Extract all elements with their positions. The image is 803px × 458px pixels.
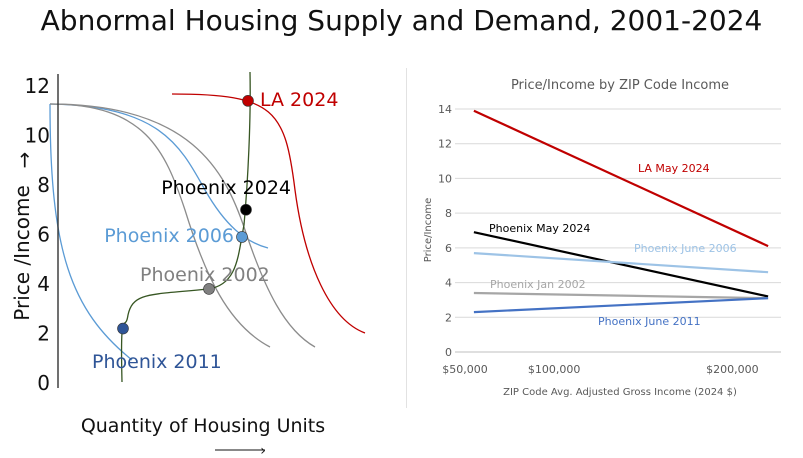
left-ytick-label: 8 [37,173,50,197]
right-ytick-label: 4 [445,277,452,290]
left-point-label-5: Phoenix 2011 [92,351,222,373]
right-series-label-2: Phoenix May 2024 [489,222,590,235]
left-point-5 [117,322,129,335]
left-x-axis-arrow: › [260,443,266,458]
right-xtick-label: $200,000 [706,363,759,376]
left-axes: 0 2 4 6 8 10 12 Price /Income → Quantity of Housi… [10,74,325,458]
right-ytick-label: 14 [438,103,452,116]
left-point-4 [203,283,215,295]
chart-divider [406,68,407,408]
right-chart-title: Price/Income by ZIP Code Income [511,78,729,93]
right-ytick-label: 12 [438,138,452,151]
right-series-line-1 [473,109,769,248]
right-series-label-5: Phoenix June 2011 [598,315,701,328]
right-series-line-3 [473,252,769,274]
left-ytick-label: 0 [37,371,50,395]
right-series-label-3: Phoenix June 2006 [634,242,737,255]
left-x-axis-title: Quantity of Housing Units [81,415,325,437]
right-xtick-label: $50,000 [442,363,488,376]
phoenix-2011-demand-curve [49,103,133,361]
right-ytick-label: 10 [438,172,452,185]
right-series-label-1: LA May 2024 [638,162,710,175]
right-series-lines [473,109,769,314]
left-ytick-label: 6 [37,223,50,247]
left-ytick-label: 12 [25,74,50,98]
left-point-label-3: Phoenix 2006 [104,225,234,247]
la-2024-demand-curve [171,93,366,334]
left-y-axis-arrow: → [12,152,36,169]
right-series-label-4: Phoenix Jan 2002 [490,278,586,291]
right-series-line-4 [473,291,769,300]
left-point-label-2: Phoenix 2024 [161,177,291,199]
right-ytick-label: 2 [445,311,452,324]
left-point-label-4: Phoenix 2002 [140,264,270,286]
right-grid [455,108,781,353]
left-point-1 [242,95,254,107]
right-ytick-label: 0 [445,346,452,359]
main-title: Abnormal Housing Supply and Demand, 2001… [40,4,763,37]
right-y-axis-title: Price/Income [423,198,434,263]
right-ytick-label: 6 [445,242,452,255]
phoenix-2024-demand-curve [49,103,316,348]
supply-demand-chart: 0 2 4 6 8 10 12 Price /Income → Quantity of Housi… [10,71,366,458]
left-point-2 [240,203,252,216]
left-points: LA 2024 Phoenix 2024 Phoenix 2006 Phoenix 2… [92,89,338,373]
left-ytick-label: 4 [37,272,50,296]
left-point-3 [236,231,248,243]
left-y-axis-title: Price /Income [10,185,34,320]
right-series-line-2 [473,231,769,298]
phoenix-2002-demand-curve [49,103,271,348]
left-ytick-label: 2 [37,322,50,346]
right-series-line-5 [473,297,769,314]
right-text: 0 2 4 6 8 10 12 14 $50,000 $100,000 $200,000 Price/… [423,78,759,398]
right-xtick-label: $100,000 [528,363,581,376]
right-ytick-label: 8 [445,207,452,220]
left-ytick-label: 10 [25,124,50,148]
left-point-label-1: LA 2024 [260,89,338,111]
right-x-axis-title: ZIP Code Avg. Adjusted Gross Income (202… [503,387,737,398]
